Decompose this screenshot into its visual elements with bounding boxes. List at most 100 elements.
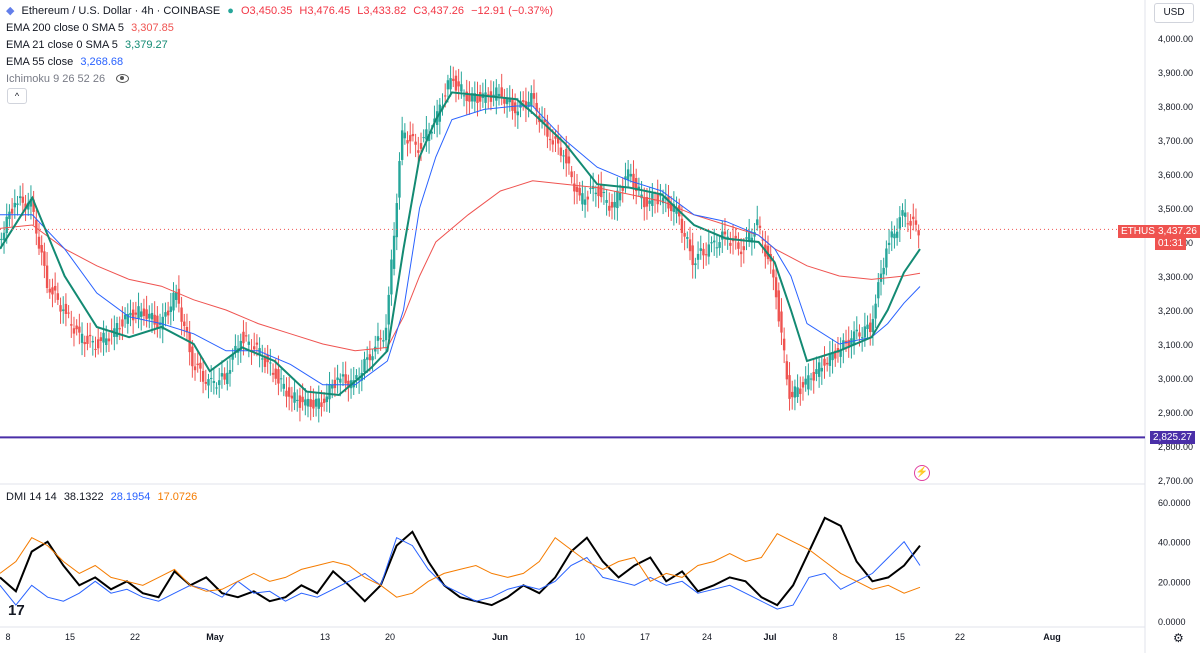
candle-body: [707, 244, 711, 257]
price-tick-label: 3,900.00: [1158, 68, 1193, 78]
candle-body: [199, 362, 202, 369]
candle-body: [589, 188, 592, 190]
candle-body: [691, 245, 694, 266]
candle-body: [261, 358, 264, 360]
candle-body: [901, 210, 904, 216]
candle-body: [546, 121, 549, 137]
ema21-line: [0, 91, 921, 397]
ema21-legend[interactable]: EMA 21 close 0 SMA 5 3,379.27: [6, 37, 172, 53]
candle-body: [852, 331, 856, 346]
candle-body: [823, 358, 826, 366]
candle-body: [702, 248, 705, 256]
collapse-legend-button[interactable]: ^: [7, 88, 27, 104]
candle-body: [917, 230, 920, 236]
candle-body: [621, 187, 624, 191]
candle-body: [322, 398, 326, 403]
candle-body: [118, 328, 121, 330]
candle-body: [570, 171, 573, 178]
candle-body: [855, 329, 858, 332]
candle-body: [645, 197, 649, 207]
candle-body: [895, 231, 899, 238]
candle-body: [263, 356, 267, 367]
settings-gear-icon[interactable]: ⚙: [1173, 631, 1184, 645]
candle-body: [228, 370, 232, 374]
candle-body: [914, 220, 918, 225]
last-price-tag: 3,437.26: [1155, 225, 1200, 238]
candle-body: [67, 312, 70, 314]
candle-body: [422, 137, 425, 139]
candle-body: [468, 93, 471, 102]
dmi-tick-label: 60.0000: [1158, 498, 1191, 508]
candle-body: [715, 247, 719, 249]
ema55-legend[interactable]: EMA 55 close 3,268.68: [6, 54, 127, 70]
candle-body: [737, 242, 740, 249]
time-tick-label: Jun: [492, 632, 508, 642]
candle-body: [893, 233, 896, 239]
candle-body: [365, 357, 369, 360]
candle-body: [18, 196, 22, 199]
candle-body: [559, 147, 563, 156]
candle-body: [37, 236, 41, 249]
candle-body: [739, 251, 743, 255]
dmi-tick-label: 20.0000: [1158, 577, 1191, 587]
time-tick-label: 8: [5, 632, 10, 642]
candle-body: [556, 137, 560, 144]
ichimoku-legend[interactable]: Ichimoku 9 26 52 26: [6, 71, 133, 87]
candle-body: [457, 81, 460, 87]
price-tick-label: 3,700.00: [1158, 136, 1193, 146]
ema200-legend[interactable]: EMA 200 close 0 SMA 5 3,307.85: [6, 20, 178, 36]
candle-body: [637, 186, 641, 190]
candle-body: [761, 239, 764, 241]
lightning-icon[interactable]: ⚡: [914, 465, 930, 481]
tradingview-logo[interactable]: 17: [8, 602, 25, 619]
candle-body: [244, 335, 248, 337]
candle-body: [495, 87, 498, 101]
candle-body: [535, 102, 538, 112]
candle-body: [387, 294, 390, 325]
currency-button[interactable]: USD: [1154, 3, 1194, 23]
candle-body: [105, 338, 108, 346]
candle-body: [616, 190, 619, 209]
candle-body: [201, 370, 205, 382]
candle-body: [72, 328, 76, 334]
hidden-eye-icon[interactable]: [116, 74, 130, 83]
candle-body: [869, 322, 872, 333]
dmi-tick-label: 0.0000: [1158, 617, 1186, 627]
candle-body: [86, 335, 89, 344]
dmi-minus-value: 17.0726: [157, 491, 198, 503]
chart-title: Ethereum / U.S. Dollar · 4h · COINBASE: [21, 5, 221, 17]
candle-body: [293, 392, 296, 403]
candle-body: [548, 138, 552, 141]
ichimoku-label: Ichimoku 9 26 52 26: [6, 73, 106, 85]
candle-body: [371, 356, 374, 361]
candle-body: [392, 235, 396, 269]
price-tick-label: 2,700.00: [1158, 476, 1193, 486]
candle-body: [183, 321, 186, 327]
dmi-legend[interactable]: DMI 14 14 38.1322 28.1954 17.0726: [6, 489, 201, 505]
candle-body: [573, 183, 576, 192]
price-tick-label: 3,600.00: [1158, 170, 1193, 180]
candle-body: [166, 310, 170, 316]
candle-body: [452, 78, 455, 81]
candle-body: [581, 193, 584, 205]
candle-body: [88, 334, 92, 337]
time-tick-label: 15: [895, 632, 905, 642]
candle-body: [578, 187, 581, 196]
candle-body: [575, 186, 579, 192]
candle-body: [355, 375, 358, 380]
candle-body: [212, 381, 216, 384]
candle-body: [142, 308, 146, 317]
candle-body: [425, 129, 428, 140]
candle-body: [898, 217, 902, 229]
candle-body: [0, 238, 3, 241]
candle-body: [643, 197, 646, 208]
dmi-series-minus: [0, 533, 921, 598]
symbol-tag: ETHUSD: [1118, 225, 1166, 238]
ema200-value: 3,307.85: [131, 22, 174, 34]
candle-body: [863, 326, 867, 338]
candle-body: [339, 378, 342, 383]
candle-body: [309, 399, 312, 407]
candle-body: [223, 373, 226, 380]
